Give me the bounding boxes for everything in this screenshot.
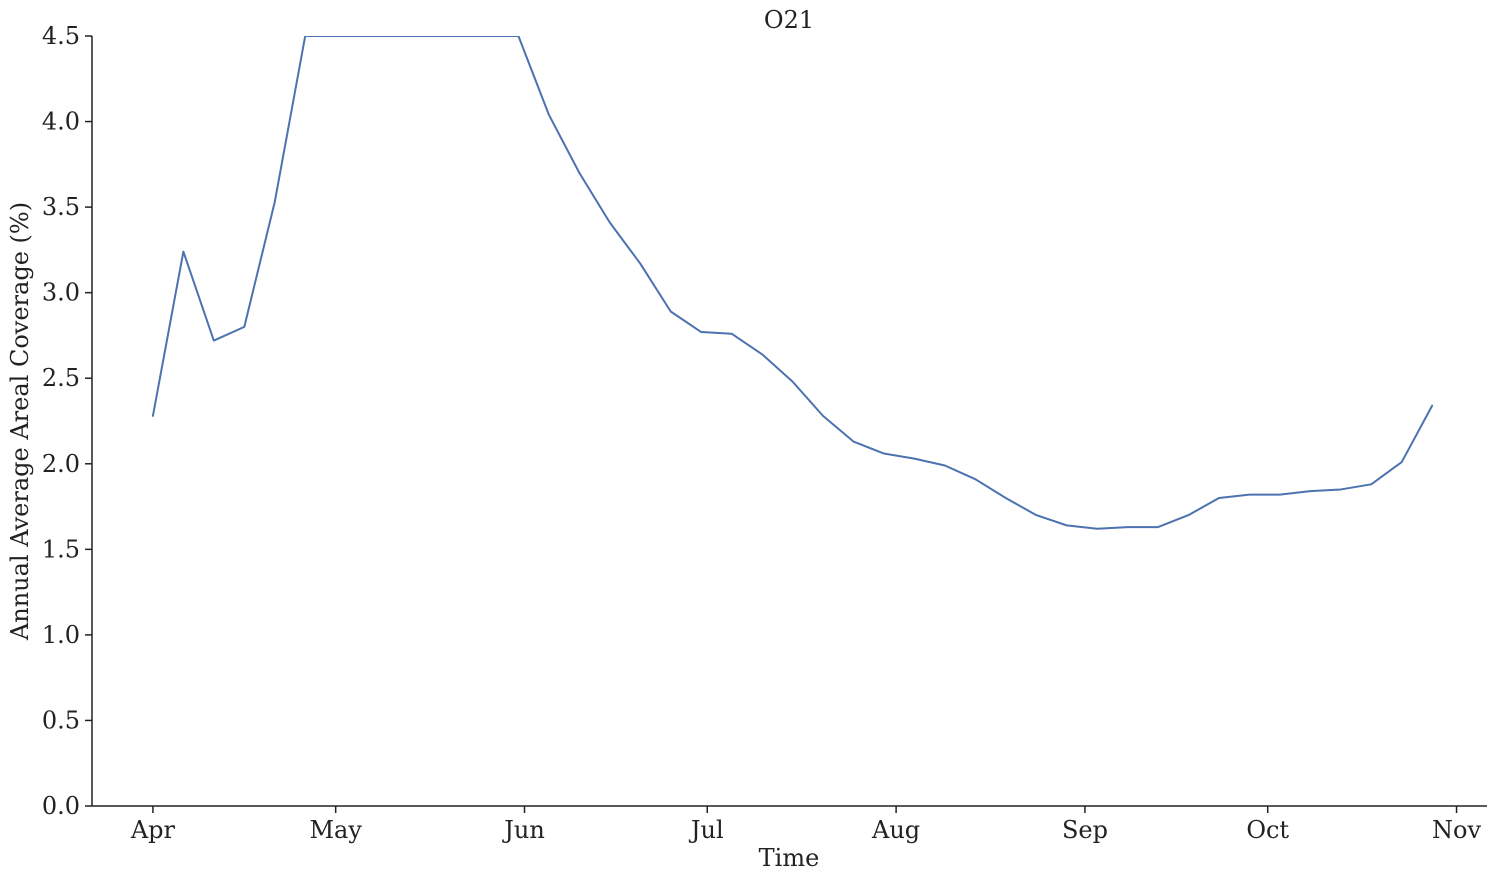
chart-title: O21 [764,6,814,34]
x-tick-label: Oct [1246,816,1289,844]
y-tick-label: 0.5 [42,706,80,734]
y-axis-label: Annual Average Areal Coverage (%) [6,202,34,641]
x-axis-ticks: Apr May Jun Jul Aug Sep Oct Nov [130,806,1481,844]
x-axis-label: Time [759,844,820,872]
x-tick-label: Nov [1432,816,1481,844]
y-tick-label: 1.0 [42,621,80,649]
series-line [151,36,1434,530]
x-tick-label: Jul [688,816,724,844]
y-tick-label: 3.0 [42,279,80,307]
x-tick-label: Sep [1062,816,1108,844]
x-tick-label: Jun [501,816,545,844]
y-axis-ticks: 0.0 0.5 1.0 1.5 2.0 2.5 3.0 3.5 4.0 4.5 [42,22,92,820]
x-tick-label: Aug [871,816,920,844]
y-tick-label: 4.5 [42,22,80,50]
y-tick-label: 0.0 [42,792,80,820]
y-tick-label: 4.0 [42,108,80,136]
y-tick-label: 2.0 [42,450,80,478]
y-tick-label: 2.5 [42,364,80,392]
y-tick-label: 1.5 [42,535,80,563]
y-tick-label: 3.5 [42,193,80,221]
x-tick-label: May [309,816,362,844]
series-layer [151,36,1434,530]
x-tick-label: Apr [130,816,176,844]
